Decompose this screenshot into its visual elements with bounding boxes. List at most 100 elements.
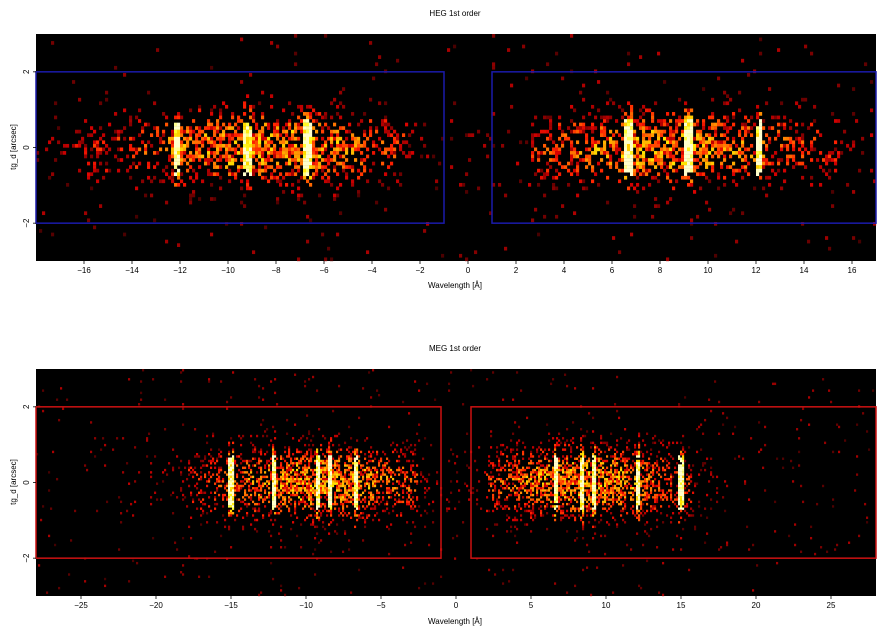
heg-heatmap-cell (126, 154, 130, 159)
meg-heatmap-cell (594, 464, 597, 467)
meg-heatmap-cell (490, 484, 493, 488)
heg-heatmap-cell (246, 133, 250, 138)
meg-heatmap-cell (598, 448, 601, 451)
heg-heatmap-cell (537, 232, 541, 237)
meg-heatmap-cell (560, 516, 563, 519)
heg-heatmap-cell (789, 119, 793, 123)
heg-heatmap-cell (594, 151, 598, 155)
heg-heatmap-cell (669, 154, 673, 159)
meg-heatmap-cell (252, 480, 255, 483)
meg-heatmap-cell (172, 466, 175, 470)
meg-heatmap-cell (208, 496, 211, 499)
meg-heatmap-cell (276, 512, 279, 515)
meg-heatmap-cell (206, 441, 209, 445)
heg-heatmap-cell (288, 101, 292, 106)
meg-heatmap-cell (560, 491, 563, 494)
meg-heatmap-cell (90, 450, 93, 454)
heg-heatmap-cell (276, 119, 280, 123)
meg-heatmap-cell (358, 455, 361, 458)
heg-heatmap-cell (660, 122, 664, 127)
meg-heatmap-cell (230, 498, 233, 501)
heg-heatmap-cell (234, 133, 238, 138)
heg-heatmap-cell (756, 165, 760, 169)
meg-heatmap-cell (586, 464, 589, 467)
heg-heatmap-cell (627, 101, 631, 106)
meg-heatmap-cell (258, 457, 261, 460)
meg-heatmap-cell (286, 468, 289, 472)
heg-heatmap-cell (684, 158, 688, 162)
heg-heatmap-cell (303, 151, 307, 155)
meg-heatmap-cells (36, 369, 875, 597)
heg-heatmap-cell (312, 136, 316, 141)
meg-heatmap-cell (290, 493, 293, 497)
meg-heatmap-cell (222, 493, 225, 497)
heg-heatmap-cell (555, 143, 559, 148)
heg-heatmap-cell (687, 140, 691, 145)
meg-heatmap-cell (244, 477, 247, 481)
meg-heatmap-cell (594, 457, 597, 460)
meg-heatmap-cell (402, 400, 405, 404)
heg-heatmap-cell (693, 147, 697, 152)
heg-heatmap-cell (507, 129, 511, 134)
meg-heatmap-cell (312, 518, 315, 522)
heg-heatmap-cell (249, 126, 253, 130)
heg-heatmap-cell (609, 136, 613, 141)
heg-heatmap-cell (327, 136, 331, 141)
heg-heatmap-cell (783, 179, 787, 184)
meg-heatmap-cell (286, 482, 289, 485)
meg-heatmap-cell (258, 477, 261, 481)
heg-heatmap-cell (534, 207, 538, 212)
meg-heatmap-cell (326, 498, 329, 501)
meg-heatmap-cell (212, 473, 215, 476)
meg-heatmap-cell (354, 450, 357, 454)
meg-heatmap-cell (562, 471, 565, 474)
heg-heatmap-cell (687, 168, 691, 173)
meg-heatmap-cell (396, 459, 399, 463)
meg-heatmap-cell (288, 489, 291, 492)
heg-heatmap-cell (66, 143, 70, 148)
meg-heatmap-cell (236, 475, 239, 479)
meg-heatmap-cell (298, 462, 301, 465)
meg-heatmap-cell (240, 507, 243, 510)
meg-heatmap-cell (228, 443, 231, 447)
meg-heatmap-cell (530, 473, 533, 476)
meg-heatmap-cell (320, 496, 323, 499)
meg-heatmap-cell (594, 509, 597, 513)
meg-heatmap-cell (104, 584, 107, 588)
meg-heatmap-cell (234, 493, 237, 497)
meg-heatmap-cell (360, 471, 363, 474)
meg-heatmap-cell (522, 484, 525, 488)
meg-heatmap-cell (230, 512, 233, 515)
meg-heatmap-cell (594, 507, 597, 510)
meg-heatmap-cell (326, 448, 329, 451)
heg-heatmap-cell (207, 172, 211, 177)
meg-heatmap-cell (540, 459, 543, 463)
meg-heatmap-cell (592, 491, 595, 494)
meg-heatmap-cell (588, 498, 591, 501)
heg-heatmap-cell (207, 154, 211, 159)
heg-heatmap-cell (351, 165, 355, 169)
meg-heatmap-cell (252, 500, 255, 504)
meg-heatmap-cell (192, 475, 195, 479)
meg-heatmap-cell (536, 487, 539, 490)
heg-heatmap-cell (348, 165, 352, 169)
meg-heatmap-cell (340, 496, 343, 499)
meg-heatmap-cell (602, 441, 605, 445)
meg-heatmap-cell (232, 475, 235, 479)
meg-heatmap-cell (488, 464, 491, 467)
heg-heatmap-cell (399, 182, 403, 187)
heg-heatmap-cell (630, 172, 634, 177)
meg-heatmap-cell (166, 473, 169, 476)
meg-heatmap-cell (498, 493, 501, 497)
heg-heatmap-cell (549, 151, 553, 155)
heg-heatmap-cell (801, 175, 805, 180)
heg-heatmap-cell (636, 175, 640, 180)
heg-heatmap-cell (261, 151, 265, 155)
heg-heatmap-cell (588, 147, 592, 152)
meg-heatmap-cell (224, 471, 227, 474)
heg-heatmap-cell (138, 108, 142, 113)
heg-x-tick-label: −16 (77, 266, 91, 275)
meg-heatmap-cell (552, 505, 555, 508)
heg-heatmap-cell (342, 147, 346, 152)
meg-heatmap-cell (320, 484, 323, 488)
